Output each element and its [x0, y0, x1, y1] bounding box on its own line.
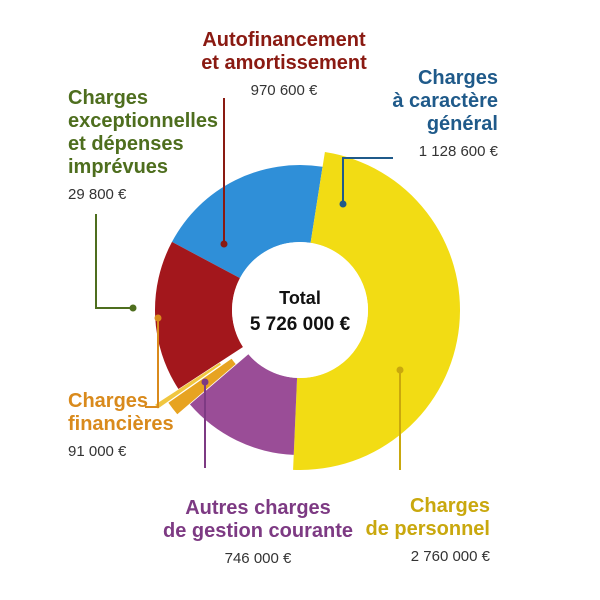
value-charges-financieres: 91 000 €: [68, 443, 127, 460]
slice-charges-financieres: [168, 358, 236, 415]
label-autofinancement-et-amortissement-line-2: et amortissement: [201, 52, 367, 74]
leader-line-charges-financieres: [145, 318, 159, 408]
donut-hole: [232, 242, 368, 378]
label-charges-exceptionnelles-et-depenses-imprevues-line-3: et dépenses: [68, 133, 184, 155]
label-charges-financieres-line-1: Charges: [68, 390, 148, 412]
value-charges-exceptionnelles-et-depenses-imprevues: 29 800 €: [68, 186, 127, 203]
leader-dot-charges-de-personnel: [396, 366, 404, 374]
label-charges-a-caractere-general-line-1: Charges: [418, 67, 498, 89]
leader-dot-charges-financieres: [154, 314, 162, 322]
label-autofinancement-et-amortissement-line-1: Autofinancement: [202, 29, 366, 51]
total-value: 5 726 000 €: [250, 314, 351, 335]
label-charges-exceptionnelles-et-depenses-imprevues-line-1: Charges: [68, 87, 148, 109]
label-charges-exceptionnelles-et-depenses-imprevues-line-2: exceptionnelles: [68, 110, 218, 132]
label-autres-charges-de-gestion-courante-line-1: Autres charges: [185, 497, 331, 519]
value-autres-charges-de-gestion-courante: 746 000 €: [225, 550, 292, 567]
donut-slices: [154, 151, 461, 471]
total-label: Total: [279, 288, 321, 308]
leader-dot-charges-a-caractere-general: [339, 200, 347, 208]
slice-autofinancement-et-amortissement: [154, 241, 243, 390]
leader-dot-autres-charges-de-gestion-courante: [201, 378, 209, 386]
label-charges-a-caractere-general-line-3: général: [427, 113, 498, 135]
value-autofinancement-et-amortissement: 970 600 €: [251, 82, 318, 99]
value-charges-de-personnel: 2 760 000 €: [411, 548, 491, 565]
label-charges-financieres-line-2: financières: [68, 413, 174, 435]
label-charges-exceptionnelles-et-depenses-imprevues-line-4: imprévues: [68, 156, 168, 178]
leader-lines: [95, 98, 404, 470]
value-charges-a-caractere-general: 1 128 600 €: [419, 143, 499, 160]
label-charges-a-caractere-general-line-2: à caractère: [392, 90, 498, 112]
leader-dot-charges-exceptionnelles-et-depenses-imprevues: [129, 304, 137, 312]
label-autres-charges-de-gestion-courante-line-2: de gestion courante: [163, 520, 353, 542]
label-charges-de-personnel-line-2: de personnel: [366, 518, 490, 540]
slice-charges-de-personnel: [293, 151, 461, 471]
leader-dot-autofinancement-et-amortissement: [220, 240, 228, 248]
slice-autres-charges-de-gestion-courante: [189, 354, 298, 455]
leader-line-charges-exceptionnelles-et-depenses-imprevues: [95, 214, 133, 309]
label-charges-de-personnel-line-1: Charges: [410, 495, 490, 517]
leader-line-charges-a-caractere-general: [342, 157, 393, 204]
slice-charges-exceptionnelles-et-depenses-imprevues: [155, 362, 222, 409]
slice-charges-a-caractere-general: [171, 165, 323, 279]
